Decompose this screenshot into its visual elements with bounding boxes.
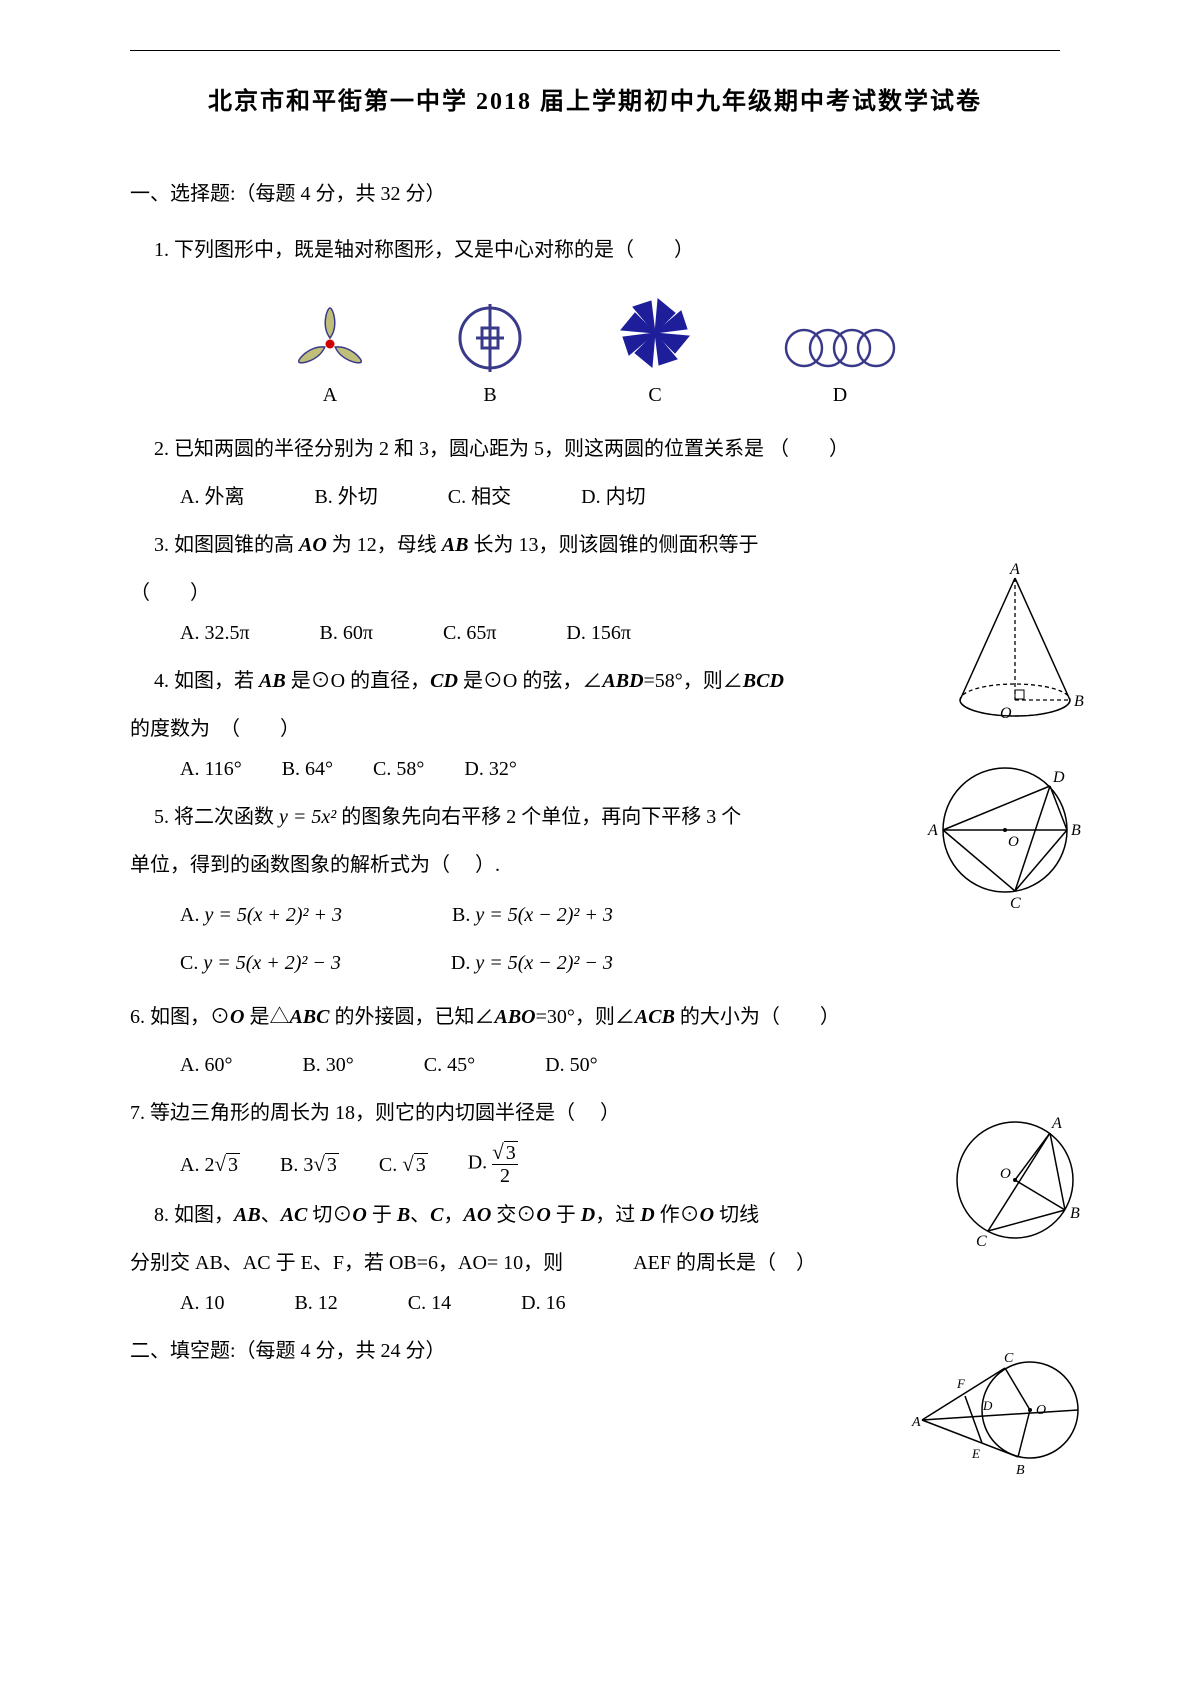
svg-text:D: D: [1052, 769, 1065, 786]
q3-figure: A O B: [940, 560, 1090, 735]
svg-text:C: C: [1004, 1351, 1014, 1366]
q3-opt-c: C. 65π: [443, 613, 496, 653]
question-5-options-row2: C. y = 5(x + 2)² − 3 D. y = 5(x − 2)² − …: [130, 943, 1060, 983]
q2-opt-a: A. 外离: [180, 477, 244, 517]
svg-text:A: A: [1051, 1115, 1062, 1132]
q2-opt-c: C. 相交: [448, 477, 511, 517]
q8-opt-a: A. 10: [180, 1283, 224, 1323]
q5-opt-c: C. y = 5(x + 2)² − 3: [180, 943, 341, 983]
svg-text:F: F: [956, 1376, 966, 1391]
q8-opt-b: B. 12: [294, 1283, 337, 1323]
q1-label-a: A: [290, 384, 370, 407]
question-6-options: A. 60° B. 30° C. 45° D. 50°: [130, 1045, 1060, 1085]
question-6: 6. 如图，⊙O 是△ABC 的外接圆，已知∠ABO=30°，则∠ACB 的大小…: [130, 997, 1060, 1037]
q6-opt-d: D. 50°: [545, 1045, 597, 1085]
svg-text:B: B: [1074, 693, 1084, 710]
svg-text:A: A: [927, 822, 938, 839]
svg-text:O: O: [1036, 1403, 1046, 1418]
q1-label-d: D: [780, 384, 900, 407]
question-8: 8. 如图，AB、AC 切⊙O 于 B、C，AO 交⊙O 于 D，过 D 作⊙O…: [130, 1195, 1060, 1235]
question-7: 7. 等边三角形的周长为 18，则它的内切圆半径是（ ）: [130, 1093, 1060, 1133]
q1-fig-b: B: [450, 298, 530, 407]
q1-label-b: B: [450, 384, 530, 407]
q8-figure: A B C D E F O: [910, 1330, 1090, 1495]
q1-fig-c: C: [610, 288, 700, 407]
question-4: 4. 如图，若 AB 是⊙O 的直径，CD 是⊙O 的弦，∠ABD=58°，则∠…: [130, 661, 1060, 701]
q6-opt-b: B. 30°: [302, 1045, 353, 1085]
question-3: 3. 如图圆锥的高 AO 为 12，母线 AB 长为 13，则该圆锥的侧面积等于: [130, 525, 1060, 565]
svg-text:A: A: [911, 1415, 921, 1430]
svg-text:C: C: [1010, 895, 1021, 910]
svg-text:O: O: [1000, 705, 1012, 722]
q7-opt-b: B. 33: [280, 1143, 339, 1185]
svg-text:B: B: [1070, 1205, 1080, 1222]
q5-opt-d: D. y = 5(x − 2)² − 3: [451, 943, 613, 983]
q5-opt-b: B. y = 5(x − 2)² + 3: [452, 895, 613, 935]
question-1: 1. 下列图形中，既是轴对称图形，又是中心对称的是（ ）: [130, 230, 1060, 270]
question-8-options: A. 10 B. 12 C. 14 D. 16: [130, 1283, 1060, 1323]
svg-text:E: E: [971, 1446, 980, 1461]
svg-text:B: B: [1016, 1463, 1025, 1478]
q4-opt-d: D. 32°: [464, 749, 516, 789]
q4-opt-a: A. 116°: [180, 749, 242, 789]
q8-opt-d: D. 16: [521, 1283, 565, 1323]
section-1-heading: 一、选择题:（每题 4 分，共 32 分）: [130, 176, 1060, 212]
q1-fig-d: D: [780, 318, 900, 407]
question-3-brackets: （ ）: [130, 573, 1060, 613]
svg-text:O: O: [1008, 834, 1019, 850]
q4-opt-b: B. 64°: [282, 749, 333, 789]
q7-opt-a: A. 23: [180, 1143, 240, 1185]
question-4-line2: 的度数为 （ ）: [130, 709, 1060, 749]
svg-text:A: A: [1009, 561, 1020, 578]
svg-text:D: D: [982, 1398, 993, 1413]
question-8-line2: 分别交 AB、AC 于 E、F，若 OB=6，AO= 10，则 AEF 的周长是…: [130, 1243, 1060, 1283]
q4-figure: A B C D O: [920, 750, 1090, 915]
q2-opt-b: B. 外切: [314, 477, 377, 517]
q6-opt-c: C. 45°: [424, 1045, 475, 1085]
q1-label-c: C: [610, 384, 700, 407]
q6-opt-a: A. 60°: [180, 1045, 232, 1085]
document-title: 北京市和平街第一中学 2018 届上学期初中九年级期中考试数学试卷: [130, 81, 1060, 116]
q3-opt-d: D. 156π: [566, 613, 631, 653]
svg-text:C: C: [976, 1233, 987, 1250]
question-7-options: A. 23 B. 33 C. 3 D. 3 2: [130, 1141, 1060, 1187]
svg-text:B: B: [1071, 822, 1081, 839]
q5-opt-a: A. y = 5(x + 2)² + 3: [180, 895, 342, 935]
question-3-options: A. 32.5π B. 60π C. 65π D. 156π: [130, 613, 1060, 653]
svg-text:O: O: [1000, 1166, 1011, 1182]
question-2-options: A. 外离 B. 外切 C. 相交 D. 内切: [130, 477, 1060, 517]
q8-opt-c: C. 14: [408, 1283, 451, 1323]
q2-opt-d: D. 内切: [581, 477, 645, 517]
q1-fig-a: A: [290, 298, 370, 407]
q3-opt-a: A. 32.5π: [180, 613, 250, 653]
q7-opt-c: C. 3: [379, 1143, 428, 1185]
q6-figure: A B C O: [940, 1100, 1090, 1265]
header-rule: [130, 50, 1060, 51]
q4-opt-c: C. 58°: [373, 749, 424, 789]
q7-opt-d: D. 3 2: [468, 1141, 518, 1187]
q3-opt-b: B. 60π: [320, 613, 373, 653]
question-1-figures: A B C: [130, 288, 1060, 407]
question-2: 2. 已知两圆的半径分别为 2 和 3，圆心距为 5，则这两圆的位置关系是 （ …: [130, 429, 1060, 469]
